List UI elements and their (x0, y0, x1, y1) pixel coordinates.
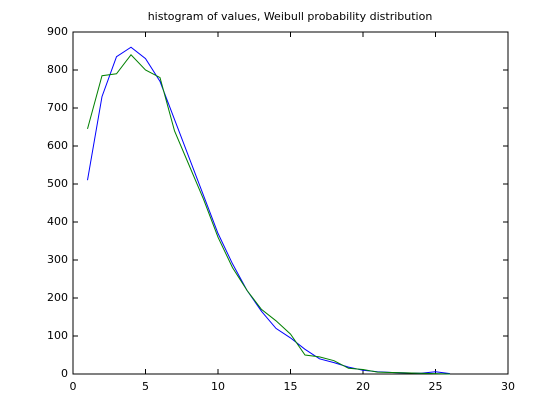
y-tick-label: 700 (47, 101, 68, 114)
y-tick-label: 100 (47, 329, 68, 342)
plot-area (72, 31, 509, 375)
chart-title: histogram of values, Weibull probability… (148, 10, 433, 23)
y-tick-label: 500 (47, 177, 68, 190)
y-tick-label: 300 (47, 253, 68, 266)
y-tick-label: 800 (47, 63, 68, 76)
y-tick-label: 200 (47, 291, 68, 304)
x-tick-label: 10 (211, 380, 225, 393)
y-tick-label: 600 (47, 139, 68, 152)
x-tick-label: 25 (429, 380, 443, 393)
y-tick-label: 0 (61, 367, 68, 380)
x-tick-label: 15 (284, 380, 298, 393)
y-tick-label: 400 (47, 215, 68, 228)
y-tick-label: 900 (47, 25, 68, 38)
x-tick-label: 0 (70, 380, 77, 393)
x-tick-label: 20 (356, 380, 370, 393)
x-tick-label: 5 (142, 380, 149, 393)
x-tick-label: 30 (501, 380, 515, 393)
line-series (87, 54, 451, 375)
